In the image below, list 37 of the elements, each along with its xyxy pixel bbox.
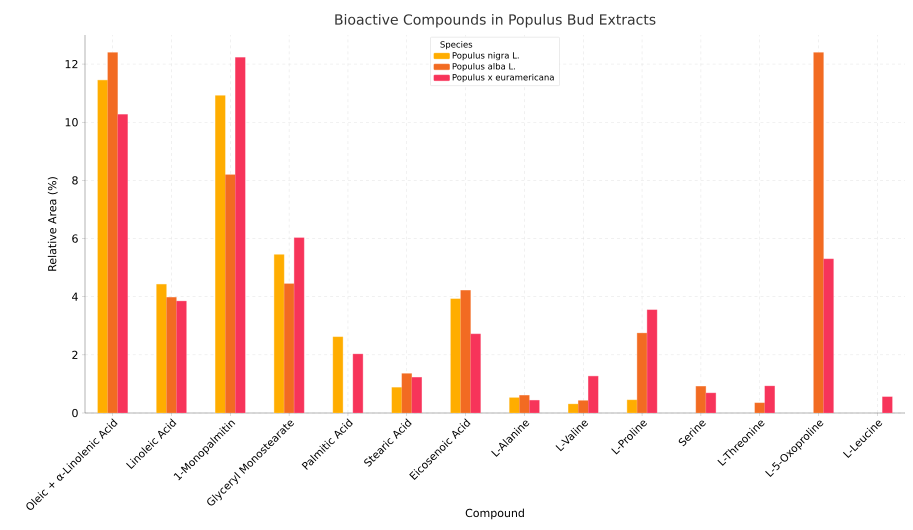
bar: [117, 114, 128, 413]
bar: [588, 376, 598, 413]
bar: [274, 254, 284, 413]
bar: [519, 395, 530, 413]
bar: [460, 290, 471, 413]
bar: [294, 237, 304, 413]
bar: [284, 283, 294, 413]
bar: [235, 57, 246, 413]
bar: [107, 52, 118, 413]
y-tick-label: 0: [72, 408, 78, 418]
bar: [764, 386, 775, 413]
y-tick-label: 10: [66, 118, 78, 126]
y-tick-label: 12: [66, 60, 78, 68]
y-tick-label: 4: [72, 292, 78, 301]
bar: [215, 95, 226, 413]
x-axis-title: Compound: [466, 508, 524, 520]
bar: [706, 392, 716, 413]
y-tick-label: 2: [72, 350, 78, 359]
bar: [225, 174, 236, 413]
bar: [823, 258, 834, 413]
bar: [813, 52, 824, 413]
bar: [696, 386, 706, 413]
bar: [450, 298, 461, 413]
chart-title: Bioactive Compounds in Populus Bud Extracts: [335, 14, 656, 28]
legend-title: Species: [440, 41, 472, 50]
legend-label: Populus x euramericana: [452, 74, 554, 82]
legend-label: Populus nigra L.: [452, 52, 519, 60]
legend-label: Populus alba L.: [452, 62, 516, 72]
bar: [392, 387, 402, 413]
bar: [412, 377, 422, 413]
bar: [882, 396, 893, 413]
bar: [470, 334, 481, 413]
y-tick-label: 6: [72, 234, 78, 243]
y-axis-title: Relative Area (%): [48, 177, 58, 271]
y-tick-label: 8: [72, 176, 78, 185]
bar: [402, 373, 412, 413]
bar: [97, 80, 108, 413]
